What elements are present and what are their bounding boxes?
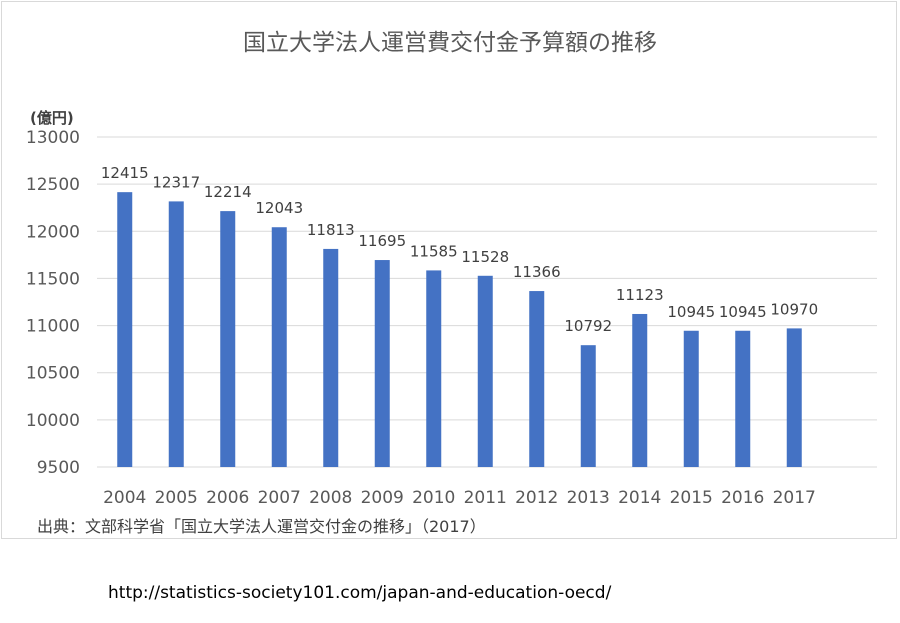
y-tick-label: 9500 bbox=[37, 458, 80, 478]
x-tick-label: 2017 bbox=[773, 488, 816, 508]
data-label: 11123 bbox=[616, 286, 664, 304]
x-tick-label: 2006 bbox=[206, 488, 249, 508]
bars bbox=[117, 192, 802, 467]
chart-frame: 国立大学法人運営費交付金予算額の推移 (億円) 9500 10000 10500 11… bbox=[1, 1, 897, 539]
y-tick-label: 10000 bbox=[26, 411, 80, 431]
bar bbox=[529, 291, 545, 467]
bar bbox=[735, 330, 751, 467]
data-label: 11366 bbox=[513, 263, 561, 281]
bar bbox=[786, 328, 802, 467]
bar bbox=[580, 345, 596, 467]
source-note: 出典：文部科学省「国立大学法人運営交付金の推移」（2017） bbox=[37, 517, 486, 536]
data-label: 11585 bbox=[410, 242, 458, 260]
y-tick-label: 12500 bbox=[26, 175, 80, 195]
data-label: 10945 bbox=[667, 303, 715, 321]
x-tick-label: 2012 bbox=[515, 488, 558, 508]
bar bbox=[632, 313, 648, 467]
y-axis-unit: (億円) bbox=[30, 109, 74, 127]
x-tick-label: 2016 bbox=[721, 488, 764, 508]
bar bbox=[271, 227, 287, 467]
x-tick-label: 2014 bbox=[618, 488, 661, 508]
x-tick-label: 2004 bbox=[103, 488, 146, 508]
bar bbox=[374, 260, 390, 467]
data-label: 10970 bbox=[770, 300, 818, 318]
x-tick-label: 2008 bbox=[309, 488, 352, 508]
bar-chart: 国立大学法人運営費交付金予算額の推移 (億円) 9500 10000 10500 11… bbox=[26, 30, 877, 536]
source-url[interactable]: http://statistics-society101.com/japan-a… bbox=[108, 583, 612, 603]
x-axis-ticks: 2004 2005 2006 2007 2008 2009 2010 2011 2012 2013… bbox=[103, 488, 816, 508]
y-tick-label: 10500 bbox=[26, 364, 80, 384]
y-tick-label: 13000 bbox=[26, 128, 80, 148]
bar bbox=[426, 270, 442, 467]
x-tick-label: 2010 bbox=[412, 488, 455, 508]
x-tick-label: 2007 bbox=[258, 488, 301, 508]
bar bbox=[220, 211, 236, 467]
bar bbox=[168, 201, 184, 467]
data-label: 11695 bbox=[358, 232, 406, 250]
data-label: 11813 bbox=[307, 221, 355, 239]
y-tick-label: 12000 bbox=[26, 222, 80, 242]
data-label: 10945 bbox=[719, 303, 767, 321]
bar bbox=[683, 330, 699, 467]
data-label: 12317 bbox=[152, 173, 200, 191]
data-label: 10792 bbox=[564, 317, 612, 335]
data-label: 12415 bbox=[101, 164, 149, 182]
bar bbox=[477, 275, 493, 467]
bar bbox=[323, 248, 339, 467]
y-axis-ticks: 9500 10000 10500 11000 11500 12000 12500 13000 bbox=[26, 128, 80, 478]
data-label: 12214 bbox=[204, 183, 252, 201]
x-tick-label: 2011 bbox=[464, 488, 507, 508]
bar bbox=[117, 192, 133, 467]
data-label: 12043 bbox=[255, 199, 303, 217]
data-label: 11528 bbox=[461, 248, 509, 266]
x-tick-label: 2005 bbox=[155, 488, 198, 508]
y-tick-label: 11500 bbox=[26, 269, 80, 289]
x-tick-label: 2009 bbox=[361, 488, 404, 508]
y-tick-label: 11000 bbox=[26, 317, 80, 337]
x-tick-label: 2013 bbox=[567, 488, 610, 508]
chart-title: 国立大学法人運営費交付金予算額の推移 bbox=[243, 30, 657, 56]
x-tick-label: 2015 bbox=[670, 488, 713, 508]
